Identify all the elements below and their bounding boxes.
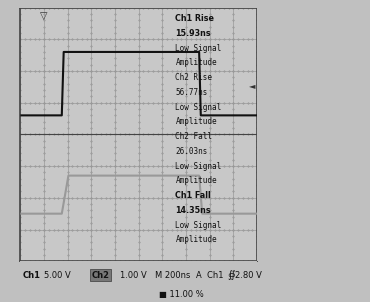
Text: ■ 11.00 %: ■ 11.00 % bbox=[159, 290, 204, 299]
Text: Low Signal: Low Signal bbox=[175, 220, 222, 230]
Text: Amplitude: Amplitude bbox=[175, 117, 217, 126]
Text: Ch2 Fall: Ch2 Fall bbox=[175, 132, 212, 141]
Text: M 200ns: M 200ns bbox=[155, 271, 191, 280]
Text: Ch1: Ch1 bbox=[23, 271, 41, 280]
Text: ▽: ▽ bbox=[40, 11, 48, 21]
Text: Amplitude: Amplitude bbox=[175, 235, 217, 244]
Text: Ch1 Rise: Ch1 Rise bbox=[175, 14, 215, 23]
Text: Low Signal: Low Signal bbox=[175, 103, 222, 112]
Text: Amplitude: Amplitude bbox=[175, 176, 217, 185]
Text: 14.35ns: 14.35ns bbox=[175, 206, 211, 215]
Text: ∯: ∯ bbox=[228, 271, 235, 281]
Text: 26.03ns: 26.03ns bbox=[175, 147, 208, 156]
Text: 56.77ns: 56.77ns bbox=[175, 88, 208, 97]
Text: ◄: ◄ bbox=[249, 81, 255, 90]
Text: Ch2: Ch2 bbox=[91, 271, 110, 280]
Text: 15.93ns: 15.93ns bbox=[175, 29, 211, 38]
Text: A  Ch1: A Ch1 bbox=[196, 271, 223, 280]
Text: 2.80 V: 2.80 V bbox=[235, 271, 262, 280]
Text: 5.00 V: 5.00 V bbox=[44, 271, 71, 280]
Text: Ch1 Fall: Ch1 Fall bbox=[175, 191, 211, 200]
Text: Amplitude: Amplitude bbox=[175, 58, 217, 67]
Text: Ch2 Rise: Ch2 Rise bbox=[175, 73, 212, 82]
Text: Low Signal: Low Signal bbox=[175, 43, 222, 53]
Text: Low Signal: Low Signal bbox=[175, 162, 222, 171]
Text: 1.00 V: 1.00 V bbox=[120, 271, 147, 280]
